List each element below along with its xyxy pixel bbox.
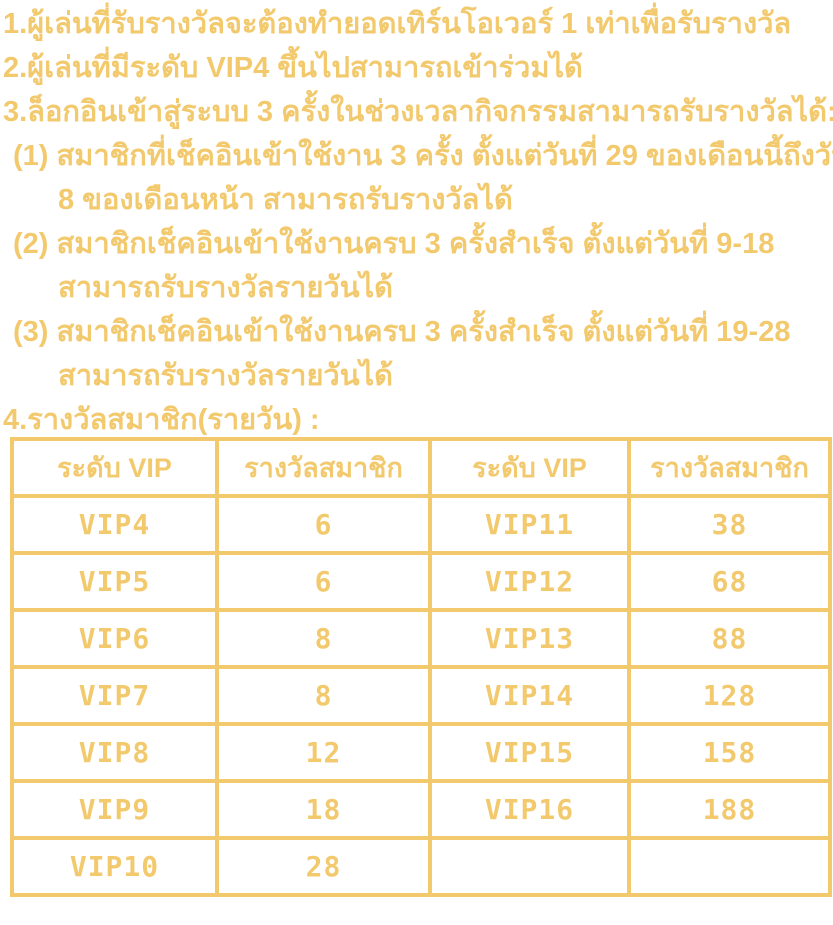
rule-3-sub-2-line-2: สามารถรับรางวัลรายวันได้ xyxy=(58,272,393,304)
rule-3-sub-2-line-1: (2) สมาชิกเช็คอินเข้าใช้งานครบ 3 ครั้งสำ… xyxy=(13,228,775,260)
rule-4: 4.รางวัลสมาชิก(รายวัน) : xyxy=(3,404,320,436)
cell-reward: 12 xyxy=(215,722,432,783)
table-row: VIP8 12 VIP15 158 xyxy=(10,722,832,783)
rule-2: 2.ผู้เล่นที่มีระดับ VIP4 ขึ้นไปสามารถเข้… xyxy=(3,52,583,84)
cell-reward: 28 xyxy=(215,836,432,897)
cell-vip-level: VIP14 xyxy=(428,665,631,726)
vip-rewards-table: ระดับ VIP รางวัลสมาชิก ระดับ VIP รางวัลส… xyxy=(10,437,832,897)
table-row: VIP10 28 xyxy=(10,836,832,897)
cell-reward: 8 xyxy=(215,665,432,726)
cell-reward: 158 xyxy=(627,722,832,783)
table-row: VIP7 8 VIP14 128 xyxy=(10,665,832,726)
table-header-row: ระดับ VIP รางวัลสมาชิก ระดับ VIP รางวัลส… xyxy=(10,437,832,498)
cell-vip-level: VIP5 xyxy=(10,551,219,612)
header-member-reward-right: รางวัลสมาชิก xyxy=(627,437,832,498)
rule-3-sub-1-line-2: 8 ของเดือนหน้า สามารถรับรางวัลได้ xyxy=(58,184,513,216)
cell-vip-level: VIP7 xyxy=(10,665,219,726)
rule-3-sub-1-line-1: (1) สมาชิกที่เช็คอินเข้าใช้งาน 3 ครั้ง ต… xyxy=(13,140,833,172)
cell-reward: 188 xyxy=(627,779,832,840)
cell-vip-level: VIP15 xyxy=(428,722,631,783)
cell-reward: 6 xyxy=(215,551,432,612)
cell-vip-level: VIP10 xyxy=(10,836,219,897)
promo-rules-text: 1.ผู้เล่นที่รับรางวัลจะต้องทำยอดเทิร์นโอ… xyxy=(0,0,833,442)
cell-reward: 8 xyxy=(215,608,432,669)
table-row: VIP6 8 VIP13 88 xyxy=(10,608,832,669)
cell-vip-level-empty xyxy=(428,836,631,897)
cell-vip-level: VIP6 xyxy=(10,608,219,669)
table-row: VIP5 6 VIP12 68 xyxy=(10,551,832,612)
cell-vip-level: VIP12 xyxy=(428,551,631,612)
cell-vip-level: VIP13 xyxy=(428,608,631,669)
cell-vip-level: VIP11 xyxy=(428,494,631,555)
cell-reward: 68 xyxy=(627,551,832,612)
header-vip-level-left: ระดับ VIP xyxy=(10,437,219,498)
cell-vip-level: VIP16 xyxy=(428,779,631,840)
rule-3-sub-3-line-2: สามารถรับรางวัลรายวันได้ xyxy=(58,360,393,392)
header-vip-level-right: ระดับ VIP xyxy=(428,437,631,498)
table-row: VIP4 6 VIP11 38 xyxy=(10,494,832,555)
cell-reward: 6 xyxy=(215,494,432,555)
header-member-reward-left: รางวัลสมาชิก xyxy=(215,437,432,498)
cell-reward-empty xyxy=(627,836,832,897)
cell-vip-level: VIP9 xyxy=(10,779,219,840)
rule-3: 3.ล็อกอินเข้าสู่ระบบ 3 ครั้งในช่วงเวลากิ… xyxy=(3,96,833,128)
cell-reward: 38 xyxy=(627,494,832,555)
cell-vip-level: VIP4 xyxy=(10,494,219,555)
rule-3-sub-3-line-1: (3) สมาชิกเช็คอินเข้าใช้งานครบ 3 ครั้งสำ… xyxy=(13,316,791,348)
cell-reward: 18 xyxy=(215,779,432,840)
rule-1: 1.ผู้เล่นที่รับรางวัลจะต้องทำยอดเทิร์นโอ… xyxy=(3,8,792,40)
cell-vip-level: VIP8 xyxy=(10,722,219,783)
cell-reward: 128 xyxy=(627,665,832,726)
cell-reward: 88 xyxy=(627,608,832,669)
table-row: VIP9 18 VIP16 188 xyxy=(10,779,832,840)
